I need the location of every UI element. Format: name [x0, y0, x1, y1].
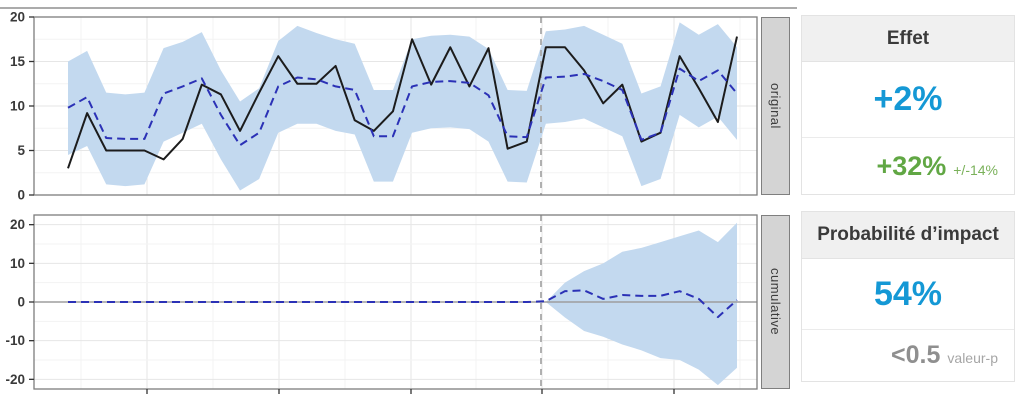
- facet-strip-original: original: [761, 17, 790, 195]
- probability-secondary-row: <0.5 valeur-p: [802, 329, 1014, 381]
- y-tick-label: 0: [17, 295, 25, 310]
- impact-charts: 0 5 10 15 20 -20 -10 0 10 20: [0, 7, 797, 394]
- probability-value: 54%: [873, 274, 943, 313]
- confidence-band: [68, 22, 737, 191]
- cumulative-effect-line: [68, 289, 738, 319]
- panel-original: 0 5 10 15 20: [10, 10, 758, 203]
- effect-relative-value: +32%: [876, 150, 947, 181]
- facet-strip-cumulative-label: cumulative: [768, 268, 783, 336]
- facet-strip-cumulative: cumulative: [761, 215, 790, 389]
- probability-card-title: Probabilité d’impact: [802, 212, 1014, 259]
- effect-card-title: Effet: [802, 16, 1014, 62]
- effect-card: Effet +2% +32% +/-14%: [801, 15, 1015, 195]
- effect-confidence-range: +/-14%: [953, 161, 998, 178]
- y-tick-label: 10: [10, 256, 25, 271]
- facet-strip-original-label: original: [768, 83, 783, 129]
- effect-secondary-group: +32% +/-14%: [876, 151, 998, 182]
- effect-secondary-row: +32% +/-14%: [802, 137, 1014, 194]
- predicted-line: [67, 67, 738, 147]
- panel-cumulative: -20 -10 0 10 20: [5, 214, 758, 394]
- confidence-band: [68, 222, 737, 386]
- y-tick-label: 0: [17, 188, 25, 203]
- y-tick-label: 20: [10, 217, 25, 232]
- y-tick-label: -10: [5, 333, 25, 348]
- y-tick-label: 10: [10, 99, 25, 114]
- y-tick-label: 20: [10, 10, 25, 25]
- probability-secondary-group: <0.5 valeur-p: [891, 341, 998, 370]
- y-tick-label: 5: [17, 143, 25, 158]
- observed-line: [67, 36, 738, 169]
- p-value-label: valeur-p: [947, 350, 998, 366]
- p-value: <0.5: [891, 341, 941, 369]
- probability-card: Probabilité d’impact 54% <0.5 valeur-p: [801, 211, 1015, 382]
- y-tick-label: -20: [5, 372, 25, 387]
- y-tick-label: 15: [10, 54, 26, 69]
- effect-value: +2%: [873, 80, 943, 118]
